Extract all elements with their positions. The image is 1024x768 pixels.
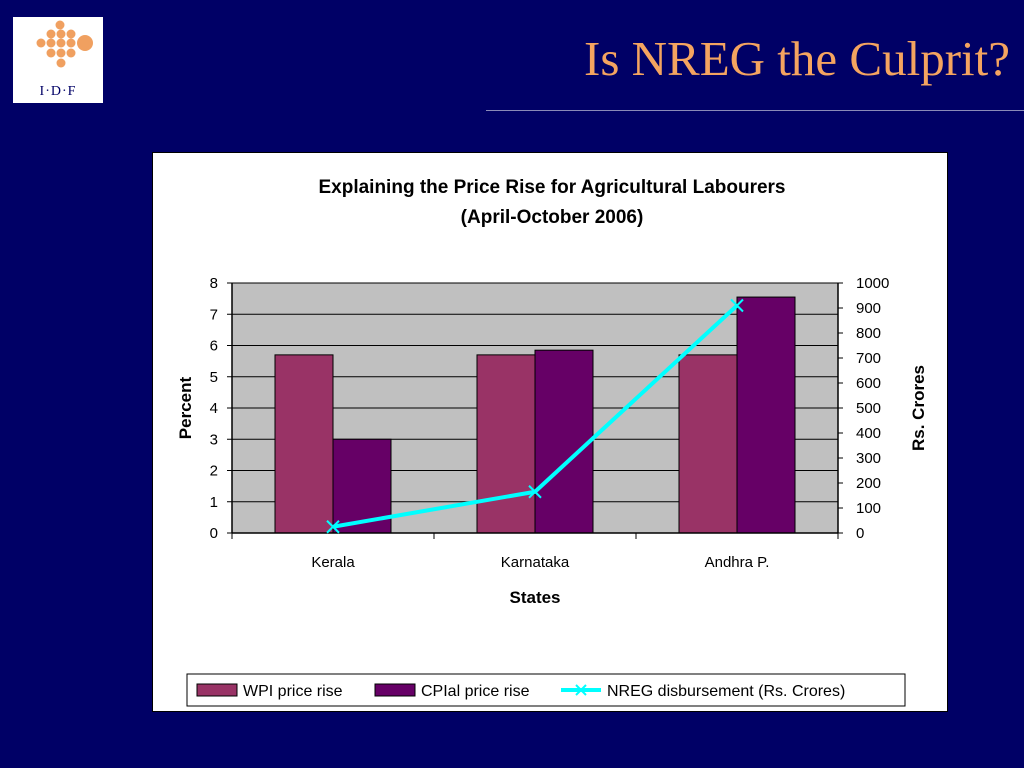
legend-swatch-cpial <box>374 683 416 697</box>
idf-logo: I·D·F <box>13 17 103 103</box>
slide-title: Is NREG the Culprit? <box>584 31 1010 86</box>
bar <box>736 296 796 534</box>
y2-tick-label: 900 <box>856 300 881 317</box>
nreg-point-marker <box>528 485 542 499</box>
y2-tick-label: 500 <box>856 400 881 417</box>
y2-tick-label: 300 <box>856 450 881 467</box>
legend-label-nreg: NREG disbursement (Rs. Crores) <box>607 683 845 700</box>
x-axis-title: States <box>509 588 560 607</box>
y2-tick-label: 800 <box>856 325 881 342</box>
y-tick-label: 1 <box>210 494 218 511</box>
y2-tick-label: 1000 <box>856 275 889 292</box>
y-tick-label: 2 <box>210 463 218 480</box>
chart-canvas: Explaining the Price Rise for Agricultur… <box>176 177 928 707</box>
nreg-point-marker <box>326 520 340 534</box>
legend-label-wpi: WPI price rise <box>243 683 343 700</box>
y-tick-label: 7 <box>210 306 218 323</box>
bar <box>476 354 536 534</box>
y2-tick-label: 100 <box>856 500 881 517</box>
y-tick-label: 5 <box>210 369 218 386</box>
logo-text: I·D·F <box>39 84 77 99</box>
y-axis-title: Percent <box>176 376 195 439</box>
chart-title: Explaining the Price Rise for Agricultur… <box>318 177 785 198</box>
legend-swatch-wpi <box>196 683 238 697</box>
bar <box>534 349 594 534</box>
x-tick-label: Andhra P. <box>705 554 770 571</box>
y-tick-label: 3 <box>210 431 218 448</box>
y-tick-label: 4 <box>210 400 218 417</box>
y2-tick-label: 700 <box>856 350 881 367</box>
y2-tick-label: 400 <box>856 425 881 442</box>
title-divider <box>486 110 1024 111</box>
chart-area: Explaining the Price Rise for Agricultur… <box>152 152 948 712</box>
x-tick-label: Kerala <box>311 554 355 571</box>
bar <box>678 354 738 534</box>
y2-tick-label: 200 <box>856 475 881 492</box>
x-tick-label: Karnataka <box>501 554 570 571</box>
y2-tick-label: 0 <box>856 525 864 542</box>
y2-tick-label: 600 <box>856 375 881 392</box>
legend-marker-nreg <box>575 684 587 696</box>
nreg-point-marker <box>730 298 744 313</box>
chart-subtitle: (April-October 2006) <box>461 207 644 228</box>
legend-label-cpial: CPIal price rise <box>421 683 530 700</box>
y-tick-label: 8 <box>210 275 218 292</box>
y-tick-label: 6 <box>210 338 218 355</box>
y2-axis-title: Rs. Crores <box>909 365 928 451</box>
legend <box>186 673 906 707</box>
y-tick-label: 0 <box>210 525 218 542</box>
bar <box>274 354 334 534</box>
logo-dots-graphic <box>36 20 93 68</box>
